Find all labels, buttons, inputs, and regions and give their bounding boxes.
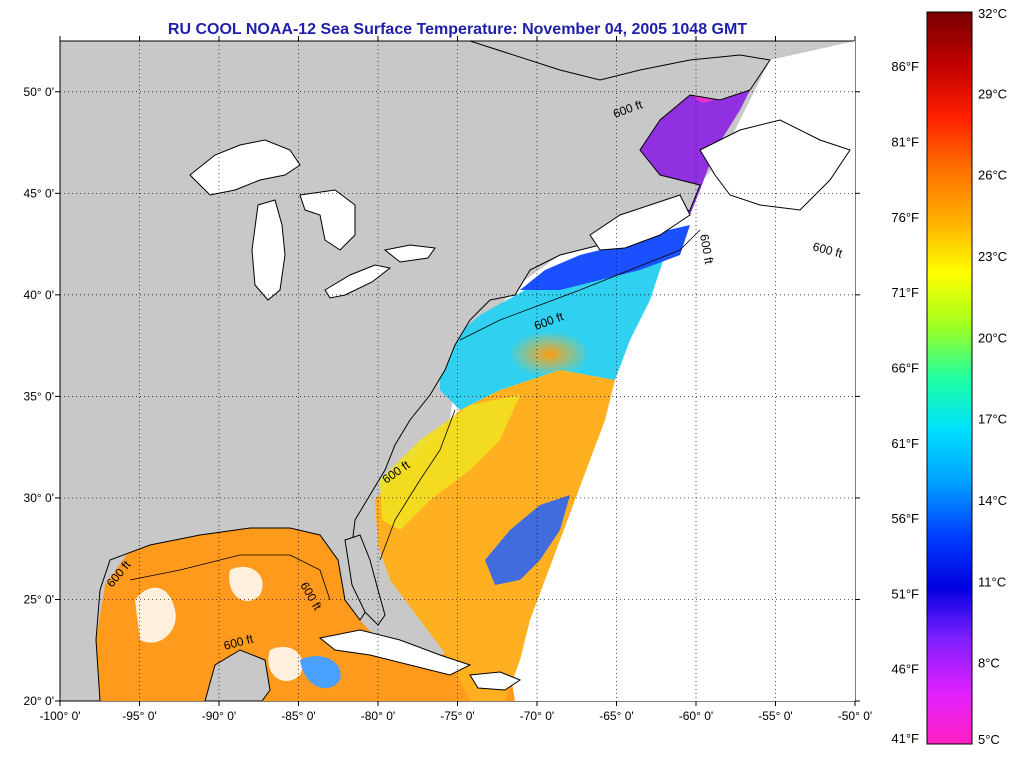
lon-tick-label: -50° 0' [838, 709, 872, 723]
colorbar-celsius-label: 8°C [978, 656, 1000, 671]
colorbar-celsius-label: 14°C [978, 493, 1007, 508]
colorbar-fahrenheit-label: 61°F [891, 436, 919, 451]
northern-cold-shelf [520, 225, 690, 290]
nova-scotia-land [589, 194, 691, 251]
lon-tick-label: -100° 0' [39, 709, 80, 723]
lon-tick-label: -85° 0' [281, 709, 315, 723]
caribbean-cool-patch [300, 656, 341, 689]
map-title: RU COOL NOAA-12 Sea Surface Temperature:… [167, 21, 748, 38]
colorbar-fahrenheit-label: 66°F [891, 360, 919, 375]
colorbar-celsius-label: 20°C [978, 330, 1007, 345]
atlantic-sst-swath-cool [440, 240, 670, 410]
lake-erie [324, 264, 392, 299]
colorbar-fahrenheit-label: 51°F [891, 586, 919, 601]
yucatan-land [204, 649, 271, 701]
colorbar-fahrenheit-label: 81°F [891, 135, 919, 150]
cuba-land [318, 629, 472, 676]
colorbar-celsius-labels: 32°C 29°C 26°C 23°C 20°C 17°C 14°C 11°C 8°C 5°C [978, 6, 1007, 747]
lat-tick-label: 45° 0' [24, 186, 54, 200]
offshore-blue-band [485, 495, 570, 585]
colorbar-celsius-label: 26°C [978, 168, 1007, 183]
atlantic-sst-swath-yellow [380, 395, 520, 530]
colorbar-fahrenheit-label: 86°F [891, 59, 919, 74]
temperature-colorbar [926, 11, 973, 745]
north-america-land [60, 41, 771, 701]
lat-tick-label: 30° 0' [24, 491, 54, 505]
lake-huron [299, 189, 356, 251]
lat-tick-label: 50° 0' [24, 85, 54, 99]
lon-tick-label: -65° 0' [599, 709, 633, 723]
contour-600ft-shelf [129, 229, 701, 601]
lake-ontario [383, 244, 436, 263]
colorbar-fahrenheit-label: 46°F [891, 662, 919, 677]
latitude-axis: 20° 0' 25° 0' 30° 0' 35° 0' 40° 0' 45° 0' 50° … [24, 85, 860, 708]
lake-michigan [251, 199, 286, 301]
contour-label: 600 ft [697, 233, 716, 266]
lat-tick-label: 25° 0' [24, 592, 54, 606]
florida-peninsula [344, 534, 386, 626]
lon-tick-label: -55° 0' [758, 709, 792, 723]
gulf-of-mexico-sst [96, 518, 515, 701]
colorbar-fahrenheit-label: 71°F [891, 285, 919, 300]
lon-tick-label: -80° 0' [361, 709, 395, 723]
colorbar-celsius-label: 11°C [978, 574, 1006, 589]
colorbar-celsius-label: 23°C [978, 249, 1007, 264]
lat-tick-label: 35° 0' [24, 389, 54, 403]
colorbar-fahrenheit-labels: 86°F 81°F 76°F 71°F 66°F 61°F 56°F 51°F 46°F 41°F [891, 59, 919, 746]
lon-tick-label: -90° 0' [202, 709, 236, 723]
newfoundland-land [699, 119, 851, 211]
colorbar-celsius-label: 17°C [978, 412, 1007, 427]
lon-tick-label: -60° 0' [679, 709, 713, 723]
lake-superior [189, 139, 301, 196]
lon-tick-label: -95° 0' [122, 709, 156, 723]
colorbar-fahrenheit-label: 56°F [891, 511, 919, 526]
lat-tick-label: 20° 0' [24, 694, 54, 708]
longitude-axis: -100° 0' -95° 0' -90° 0' -85° 0' -80° 0' -75°… [39, 36, 872, 723]
gulf-cloud-patches [135, 566, 303, 681]
lat-lon-grid [60, 41, 855, 701]
colorbar-fahrenheit-label: 76°F [891, 210, 919, 225]
lon-tick-label: -75° 0' [440, 709, 474, 723]
hispaniola-land [469, 671, 522, 691]
colorbar-celsius-label: 29°C [978, 86, 1007, 101]
colorbar-fahrenheit-label: 41°F [891, 731, 919, 746]
lon-tick-label: -70° 0' [520, 709, 554, 723]
colorbar-celsius-label: 5°C [978, 732, 1000, 747]
gulf-stream-warm-eddy [508, 331, 590, 378]
colorbar-celsius-label: 32°C [978, 6, 1007, 21]
lat-tick-label: 40° 0' [24, 288, 54, 302]
